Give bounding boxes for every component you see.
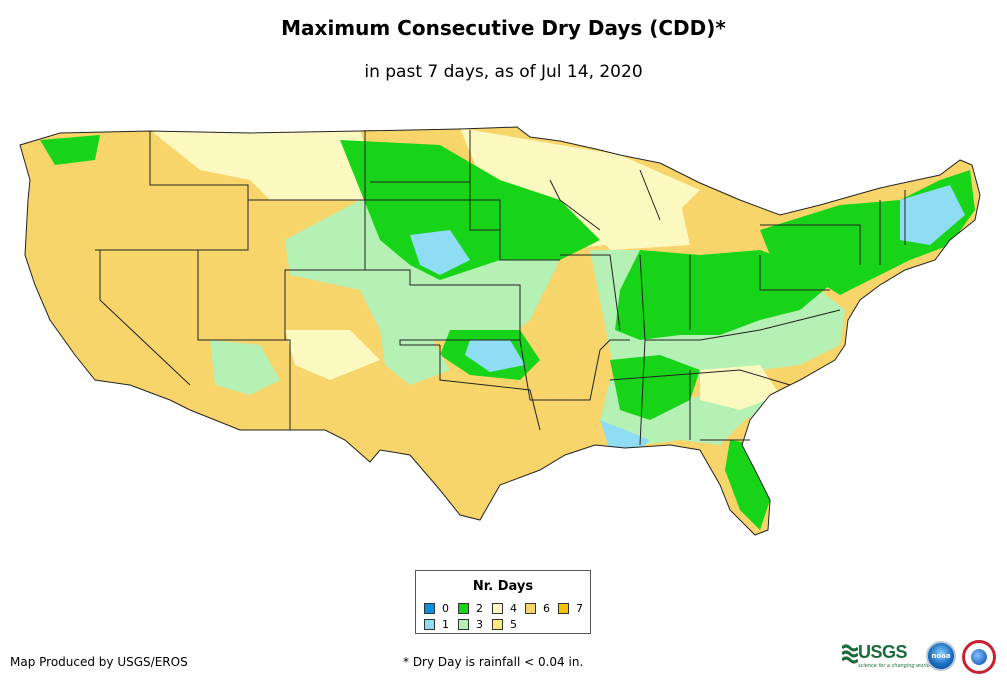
usgs-logo-text: USGS <box>858 642 908 662</box>
map-subtitle: in past 7 days, as of Jul 14, 2020 <box>364 62 643 82</box>
state-border-line <box>560 254 621 331</box>
state-border-line <box>519 339 630 401</box>
usgs-tagline: science for a changing world <box>858 663 930 669</box>
cdd-zone-2-days <box>610 355 700 420</box>
cdd-zone-3-days <box>210 340 280 395</box>
legend-label-3: 3 <box>476 618 483 631</box>
nws-logo <box>962 640 996 674</box>
state-border-line <box>879 190 906 265</box>
legend-item-0: 0 <box>424 602 449 615</box>
legend-swatch-7 <box>558 603 569 614</box>
cdd-zone-1-day <box>410 230 470 275</box>
state-border-line <box>549 169 661 231</box>
legend-item-5: 5 <box>492 618 517 631</box>
legend: Nr. Days 0 1 2 3 4 5 6 7 <box>415 570 591 634</box>
legend-label-4: 4 <box>510 602 517 615</box>
legend-label-5: 5 <box>510 618 517 631</box>
legend-swatch-2 <box>458 603 469 614</box>
cdd-zone-1-day <box>600 420 650 450</box>
nws-emblem-icon <box>971 649 987 665</box>
dry-day-footnote: * Dry Day is rainfall < 0.04 in. <box>403 655 584 669</box>
legend-label-2: 2 <box>476 602 483 615</box>
state-borders <box>19 126 981 536</box>
legend-item-4: 4 <box>492 602 517 615</box>
noaa-logo-text: noaa <box>931 652 951 660</box>
state-border-line <box>639 339 750 446</box>
state-border-line <box>469 182 500 231</box>
cdd-zone-2-days <box>615 250 830 340</box>
legend-label-6: 6 <box>543 602 550 615</box>
legend-swatch-6 <box>525 603 536 614</box>
legend-swatch-0 <box>424 603 435 614</box>
legend-label-1: 1 <box>442 618 449 631</box>
state-border-line <box>439 345 541 431</box>
map-title: Maximum Consecutive Dry Days (CDD)* <box>281 16 726 40</box>
state-border-line <box>639 254 841 341</box>
state-border-line <box>99 250 191 386</box>
legend-label-0: 0 <box>442 602 449 615</box>
state-border-line <box>149 131 291 430</box>
legend-swatch-1 <box>424 619 435 630</box>
state-border-line <box>759 224 861 291</box>
legend-item-7: 7 <box>558 602 583 615</box>
usgs-logo: USGS science for a changing world <box>842 640 930 674</box>
legend-item-6: 6 <box>525 602 550 615</box>
legend-item-1: 1 <box>424 618 449 631</box>
cdd-zone-4-days <box>285 330 380 380</box>
cdd-zone-4-days <box>150 130 380 200</box>
cdd-zone-3-days <box>380 330 450 385</box>
noaa-logo: noaa <box>926 641 956 671</box>
legend-title: Nr. Days <box>472 579 534 594</box>
state-border-line <box>364 130 560 261</box>
us-dry-days-map <box>19 126 981 536</box>
legend-swatch-5 <box>492 619 503 630</box>
producer-credit: Map Produced by USGS/EROS <box>10 655 188 669</box>
cdd-zone-2-days <box>725 440 770 530</box>
legend-label-7: 7 <box>576 602 583 615</box>
state-border-line <box>609 369 791 386</box>
cdd-zone-2-days <box>40 135 100 165</box>
state-border-line <box>365 269 521 346</box>
legend-item-2: 2 <box>458 602 483 615</box>
cdd-zone-1-day <box>465 340 525 372</box>
legend-swatch-3 <box>458 619 469 630</box>
usgs-wave-icon <box>842 644 858 664</box>
cdd-zone-4-days <box>550 170 690 250</box>
legend-swatch-4 <box>492 603 503 614</box>
cdd-zone-1-day <box>900 185 965 245</box>
legend-item-3: 3 <box>458 618 483 631</box>
